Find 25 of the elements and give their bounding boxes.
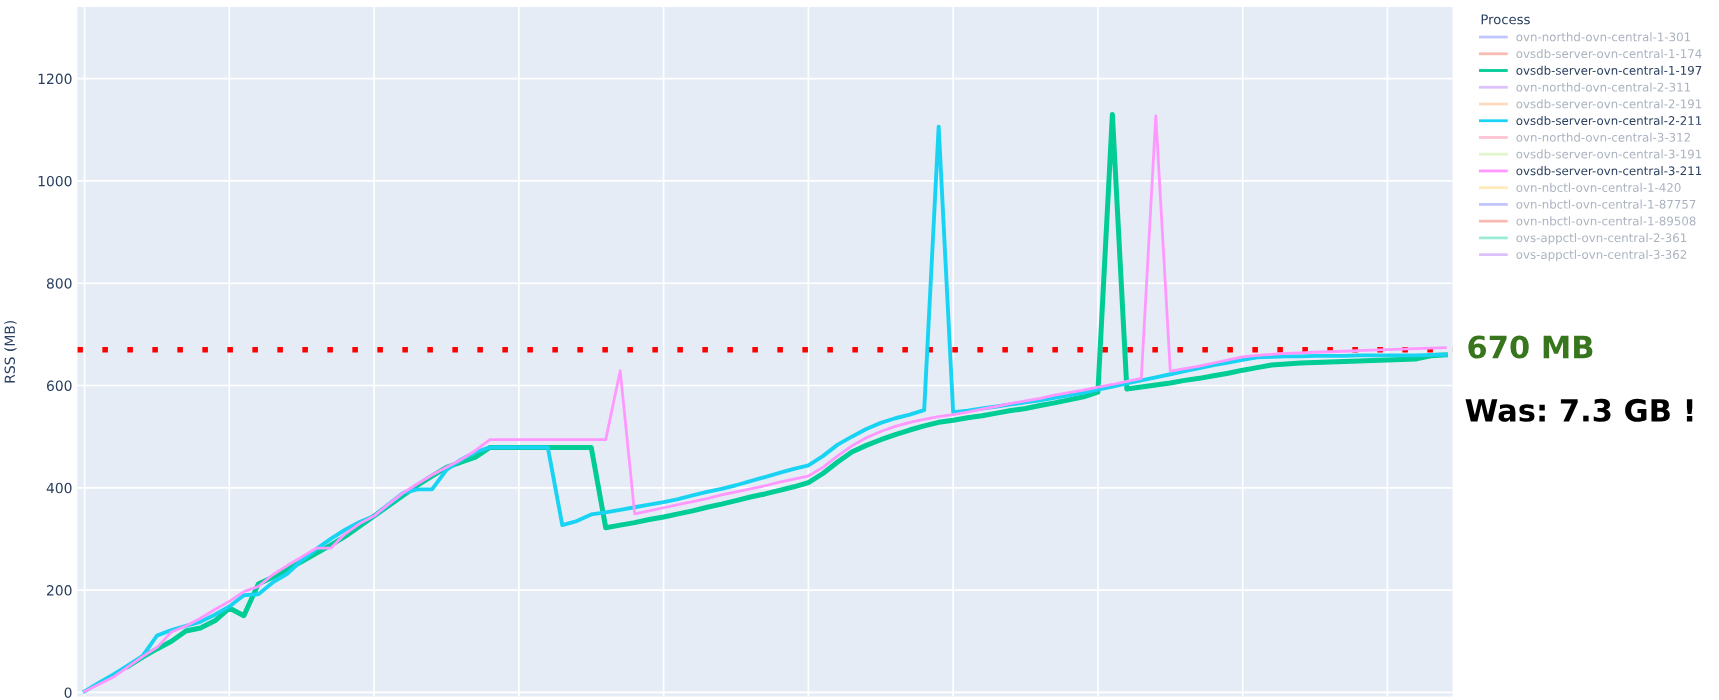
legend-label: ovsdb-server-ovn-central-2-211 (1516, 115, 1702, 126)
legend-label: ovsdb-server-ovn-central-3-191 (1516, 149, 1702, 159)
legend-label: ovs-appctl-ovn-central-3-362 (1516, 249, 1687, 262)
legend-label: ovsdb-server-ovn-central-1-174 (1516, 48, 1702, 59)
y-axis-title: RSS (MB) (4, 320, 17, 383)
legend-label: ovn-northd-ovn-central-2-311 (1516, 82, 1691, 92)
legend-label: ovn-nbctl-ovn-central-1-87757 (1516, 199, 1696, 209)
y-tick-label: 200 (47, 585, 72, 596)
legend-label: ovn-northd-ovn-central-1-301 (1516, 32, 1691, 42)
y-tick-label: 0 (64, 687, 72, 698)
y-tick-label: 1200 (38, 73, 72, 85)
legend-label: ovn-nbctl-ovn-central-1-89508 (1516, 216, 1696, 226)
y-tick-label: 1000 (38, 175, 72, 187)
legend-label: ovn-northd-ovn-central-3-312 (1516, 132, 1690, 142)
legend-title: Process (1481, 14, 1530, 25)
legend-label: ovsdb-server-ovn-central-1-197 (1516, 65, 1702, 75)
y-tick-label: 800 (46, 278, 72, 289)
legend-label: ovs-appctl-ovn-central-2-361 (1516, 233, 1687, 245)
y-tick-label: 600 (46, 380, 72, 391)
y-tick-label: 400 (46, 482, 72, 494)
legend-label: ovn-nbctl-ovn-central-1-420 (1516, 182, 1681, 192)
legend-label: ovsdb-server-ovn-central-2-191 (1516, 99, 1702, 109)
text: Was: 7.3 GB ! (1465, 398, 1693, 422)
ref-line-label: 670 MB (1468, 335, 1593, 359)
legend-label: ovsdb-server-ovn-central-3-211 (1516, 166, 1702, 176)
